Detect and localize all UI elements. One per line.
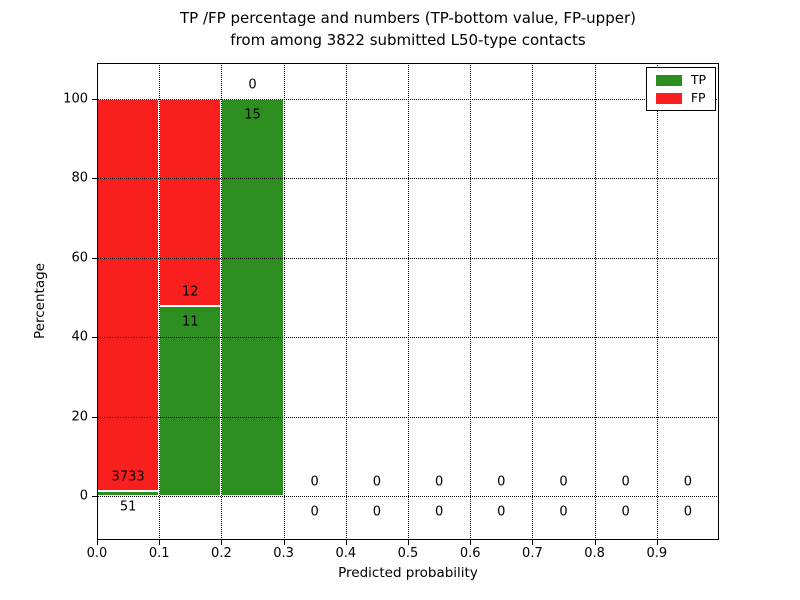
x-tick-mark (159, 540, 161, 545)
tp-count-label-4: 0 (372, 504, 382, 520)
fp-count-label-1: 12 (182, 284, 199, 300)
y-tick-label: 100 (63, 91, 88, 107)
x-tick-mark (470, 540, 472, 545)
y-tick-mark (92, 416, 97, 418)
y-axis-label: Percentage (32, 263, 48, 339)
x-tick-label: 0.8 (584, 546, 605, 561)
grid-line-x-0.1 (159, 63, 161, 540)
x-tick-mark (345, 540, 347, 545)
y-tick-label: 40 (71, 329, 88, 345)
legend-item-fp: FP (655, 90, 706, 105)
x-tick-label: 0.2 (211, 546, 232, 561)
y-tick-label: 0 (79, 488, 88, 504)
x-tick-label: 0.7 (522, 546, 543, 561)
x-tick-label: 0.1 (148, 546, 170, 561)
fp-count-label-6: 0 (497, 474, 506, 490)
x-axis-label: Predicted probability (338, 565, 478, 581)
tp-count-label-9: 0 (683, 504, 693, 520)
y-tick-label: 80 (71, 170, 88, 186)
legend-swatch-fp (655, 92, 682, 104)
y-tick-mark (92, 98, 97, 100)
y-tick-mark (92, 178, 97, 180)
tp-count-label-2: 15 (244, 107, 261, 123)
x-tick-mark (408, 540, 409, 545)
bar-segment-tp-2 (221, 98, 284, 497)
x-tick-label: 0.4 (335, 546, 357, 561)
x-tick-mark (97, 540, 98, 545)
x-tick-mark (532, 540, 534, 545)
tp-count-label-1: 11 (182, 314, 199, 330)
legend: TP FP (645, 67, 716, 111)
y-tick-mark (92, 337, 97, 339)
fp-count-label-7: 0 (559, 474, 568, 490)
fp-count-label-5: 0 (434, 474, 444, 490)
legend-item-tp: TP (655, 72, 706, 87)
x-tick-mark (656, 540, 658, 545)
grid-line-x-0.2 (221, 63, 223, 540)
grid-line-x-0.7 (532, 63, 534, 540)
bar-segment-fp-0 (97, 98, 160, 491)
x-tick-mark (283, 540, 285, 545)
chart-title-line1: TP /FP percentage and numbers (TP-bottom… (180, 9, 636, 27)
grid-line-x-0.5 (408, 63, 409, 540)
y-tick-mark (92, 257, 97, 259)
grid-line-x-0.8 (594, 63, 596, 540)
x-tick-label: 0.3 (273, 546, 294, 561)
fp-count-label-3: 0 (310, 474, 319, 490)
fp-count-label-9: 0 (683, 474, 693, 490)
x-tick-mark (221, 540, 223, 545)
tp-count-label-0: 51 (119, 499, 137, 515)
fp-count-label-0: 3733 (111, 469, 145, 485)
legend-label-fp: FP (690, 90, 706, 105)
x-tick-label: 0.0 (86, 546, 108, 561)
tp-count-label-8: 0 (621, 504, 630, 520)
grid-line-x-0.9 (656, 63, 658, 540)
legend-swatch-tp (655, 74, 682, 86)
y-tick-label: 60 (71, 250, 88, 266)
tp-count-label-7: 0 (559, 504, 568, 520)
bar-segment-tp-1 (159, 306, 222, 497)
tp-count-label-6: 0 (497, 504, 506, 520)
tp-count-label-5: 0 (434, 504, 444, 520)
x-tick-label: 0.6 (459, 546, 481, 561)
chart-title: TP /FP percentage and numbers (TP-bottom… (97, 7, 719, 51)
plot-area: TP FP 3733 51 12 11 0 15 0 0 0 0 0 0 0 0 0 0 0 0 0 0 (97, 63, 719, 540)
fp-count-label-8: 0 (621, 474, 630, 490)
fp-count-label-2: 0 (248, 77, 257, 93)
legend-label-tp: TP (690, 72, 706, 87)
y-tick-label: 20 (71, 409, 88, 425)
bar-segment-fp-1 (159, 98, 222, 307)
x-tick-label: 0.9 (646, 546, 668, 561)
fp-count-label-4: 0 (372, 474, 382, 490)
grid-line-x-0.6 (470, 63, 472, 540)
grid-line-x-0.4 (345, 63, 347, 540)
y-tick-mark (92, 496, 97, 498)
chart-title-line2: from among 3822 submitted L50-type conta… (230, 31, 586, 49)
grid-line-x-0.3 (283, 63, 285, 540)
x-tick-mark (594, 540, 596, 545)
x-tick-label: 0.5 (397, 546, 419, 561)
tp-count-label-3: 0 (310, 504, 319, 520)
